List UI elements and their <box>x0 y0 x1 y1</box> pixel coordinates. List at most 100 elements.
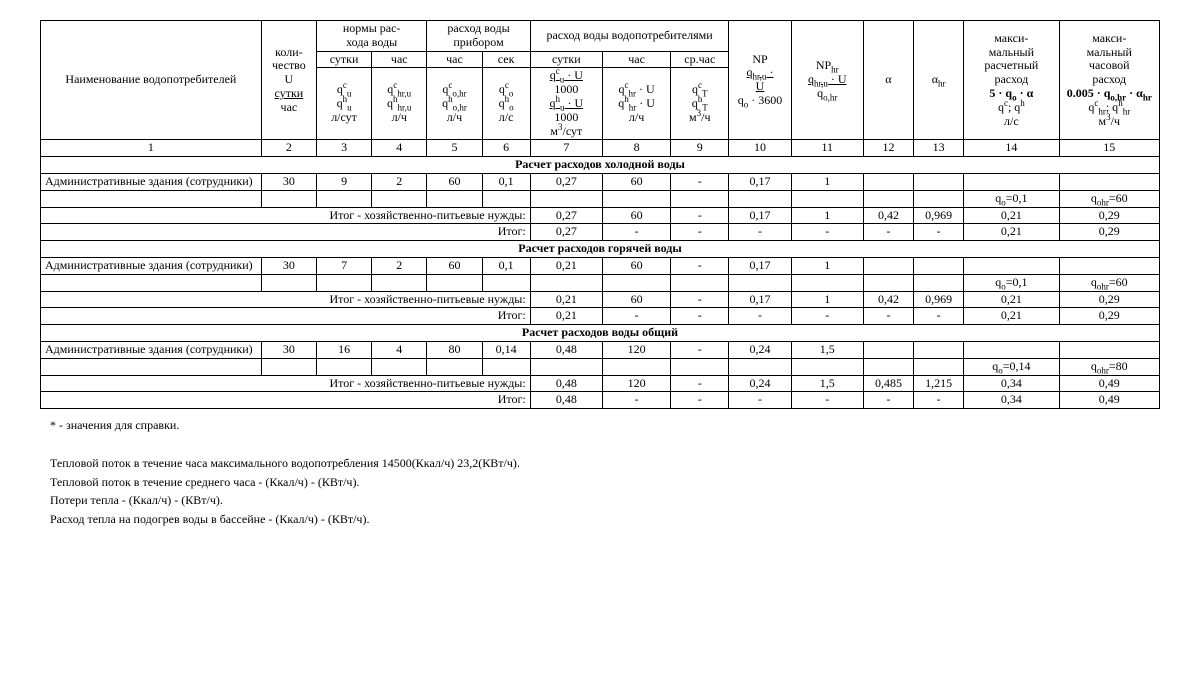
total-cell: - <box>671 308 729 325</box>
subtotal-label: Итог - хозяйственно-питьевые нужды: <box>41 207 531 224</box>
total-cell: - <box>791 392 863 409</box>
data-cell: 1 <box>791 173 863 190</box>
q-cell: qo=0,1 <box>964 274 1059 291</box>
data-cell <box>914 173 964 190</box>
data-cell <box>863 341 913 358</box>
total-cell: - <box>914 224 964 241</box>
subtotal-cell: 0,42 <box>863 291 913 308</box>
footnote-line: Тепловой поток в течение часа максимальн… <box>50 455 1160 472</box>
total-cell: - <box>602 392 670 409</box>
q-cell <box>427 358 482 375</box>
total-cell: - <box>791 308 863 325</box>
q-cell: qo=0,14 <box>964 358 1059 375</box>
data-cell <box>863 173 913 190</box>
subtotal-cell: 0,17 <box>729 291 791 308</box>
q-cell <box>863 358 913 375</box>
subtotal-cell: 0,29 <box>1059 207 1159 224</box>
data-cell: 7 <box>316 257 371 274</box>
subtotal-label: Итог - хозяйственно-питьевые нужды: <box>41 375 531 392</box>
q-cell: qohr=60 <box>1059 190 1159 207</box>
total-label: Итог: <box>41 308 531 325</box>
data-cell <box>1059 341 1159 358</box>
subtotal-cell: - <box>671 375 729 392</box>
footnote-line <box>50 436 1160 453</box>
data-cell: 60 <box>602 173 670 190</box>
data-cell: Административные здания (сотрудники) <box>41 173 262 190</box>
q-cell <box>261 274 316 291</box>
total-cell: - <box>863 308 913 325</box>
subtotal-cell: 1,5 <box>791 375 863 392</box>
data-cell: 0,1 <box>482 173 530 190</box>
total-cell: - <box>914 392 964 409</box>
subtotal-cell: 1 <box>791 207 863 224</box>
data-cell: 120 <box>602 341 670 358</box>
total-cell: 0,29 <box>1059 224 1159 241</box>
q-cell <box>863 190 913 207</box>
data-cell: 0,48 <box>530 341 602 358</box>
q-cell <box>316 358 371 375</box>
total-cell: - <box>729 224 791 241</box>
total-cell: - <box>863 392 913 409</box>
subtotal-cell: 120 <box>602 375 670 392</box>
q-cell <box>316 190 371 207</box>
subtotal-cell: 0,29 <box>1059 291 1159 308</box>
subtotal-cell: 0,42 <box>863 207 913 224</box>
subtotal-cell: 1,215 <box>914 375 964 392</box>
q-cell <box>729 358 791 375</box>
data-cell <box>914 257 964 274</box>
q-cell <box>671 190 729 207</box>
q-cell <box>41 358 262 375</box>
data-cell: 1,5 <box>791 341 863 358</box>
subtotal-cell: 0,48 <box>530 375 602 392</box>
subtotal-label: Итог - хозяйственно-питьевые нужды: <box>41 291 531 308</box>
data-cell: 0,24 <box>729 341 791 358</box>
subtotal-cell: 0,49 <box>1059 375 1159 392</box>
section-title: Расчет расходов горячей воды <box>41 241 1160 258</box>
total-cell: 0,21 <box>964 224 1059 241</box>
total-cell: - <box>671 392 729 409</box>
total-cell: - <box>863 224 913 241</box>
q-cell <box>914 274 964 291</box>
subtotal-cell: 0,27 <box>530 207 602 224</box>
total-cell: 0,49 <box>1059 392 1159 409</box>
data-cell: 9 <box>316 173 371 190</box>
q-cell <box>372 358 427 375</box>
q-cell <box>791 190 863 207</box>
subtotal-cell: 0,969 <box>914 207 964 224</box>
data-cell: Административные здания (сотрудники) <box>41 257 262 274</box>
q-cell <box>41 190 262 207</box>
total-cell: - <box>671 224 729 241</box>
data-cell: 0,17 <box>729 257 791 274</box>
data-cell <box>1059 173 1159 190</box>
total-cell: - <box>602 224 670 241</box>
subtotal-cell: 0,21 <box>530 291 602 308</box>
total-cell: - <box>914 308 964 325</box>
q-cell <box>482 358 530 375</box>
q-cell <box>261 358 316 375</box>
data-cell: 30 <box>261 173 316 190</box>
q-cell <box>530 358 602 375</box>
data-cell <box>914 341 964 358</box>
footnote-line: Тепловой поток в течение среднего часа -… <box>50 474 1160 491</box>
data-cell: 0,21 <box>530 257 602 274</box>
footnote-line: * - значения для справки. <box>50 417 1160 434</box>
data-cell: - <box>671 257 729 274</box>
q-cell <box>482 190 530 207</box>
q-cell <box>602 358 670 375</box>
total-cell: 0,21 <box>530 308 602 325</box>
subtotal-cell: 0,969 <box>914 291 964 308</box>
data-cell: 30 <box>261 257 316 274</box>
q-cell <box>372 274 427 291</box>
q-cell <box>530 274 602 291</box>
total-cell: 0,29 <box>1059 308 1159 325</box>
q-cell <box>791 274 863 291</box>
data-cell: 16 <box>316 341 371 358</box>
q-cell <box>530 190 602 207</box>
q-cell <box>427 190 482 207</box>
data-cell <box>964 257 1059 274</box>
data-cell: 2 <box>372 173 427 190</box>
total-cell: 0,21 <box>964 308 1059 325</box>
data-cell: 0,17 <box>729 173 791 190</box>
data-cell <box>1059 257 1159 274</box>
total-cell: - <box>729 392 791 409</box>
